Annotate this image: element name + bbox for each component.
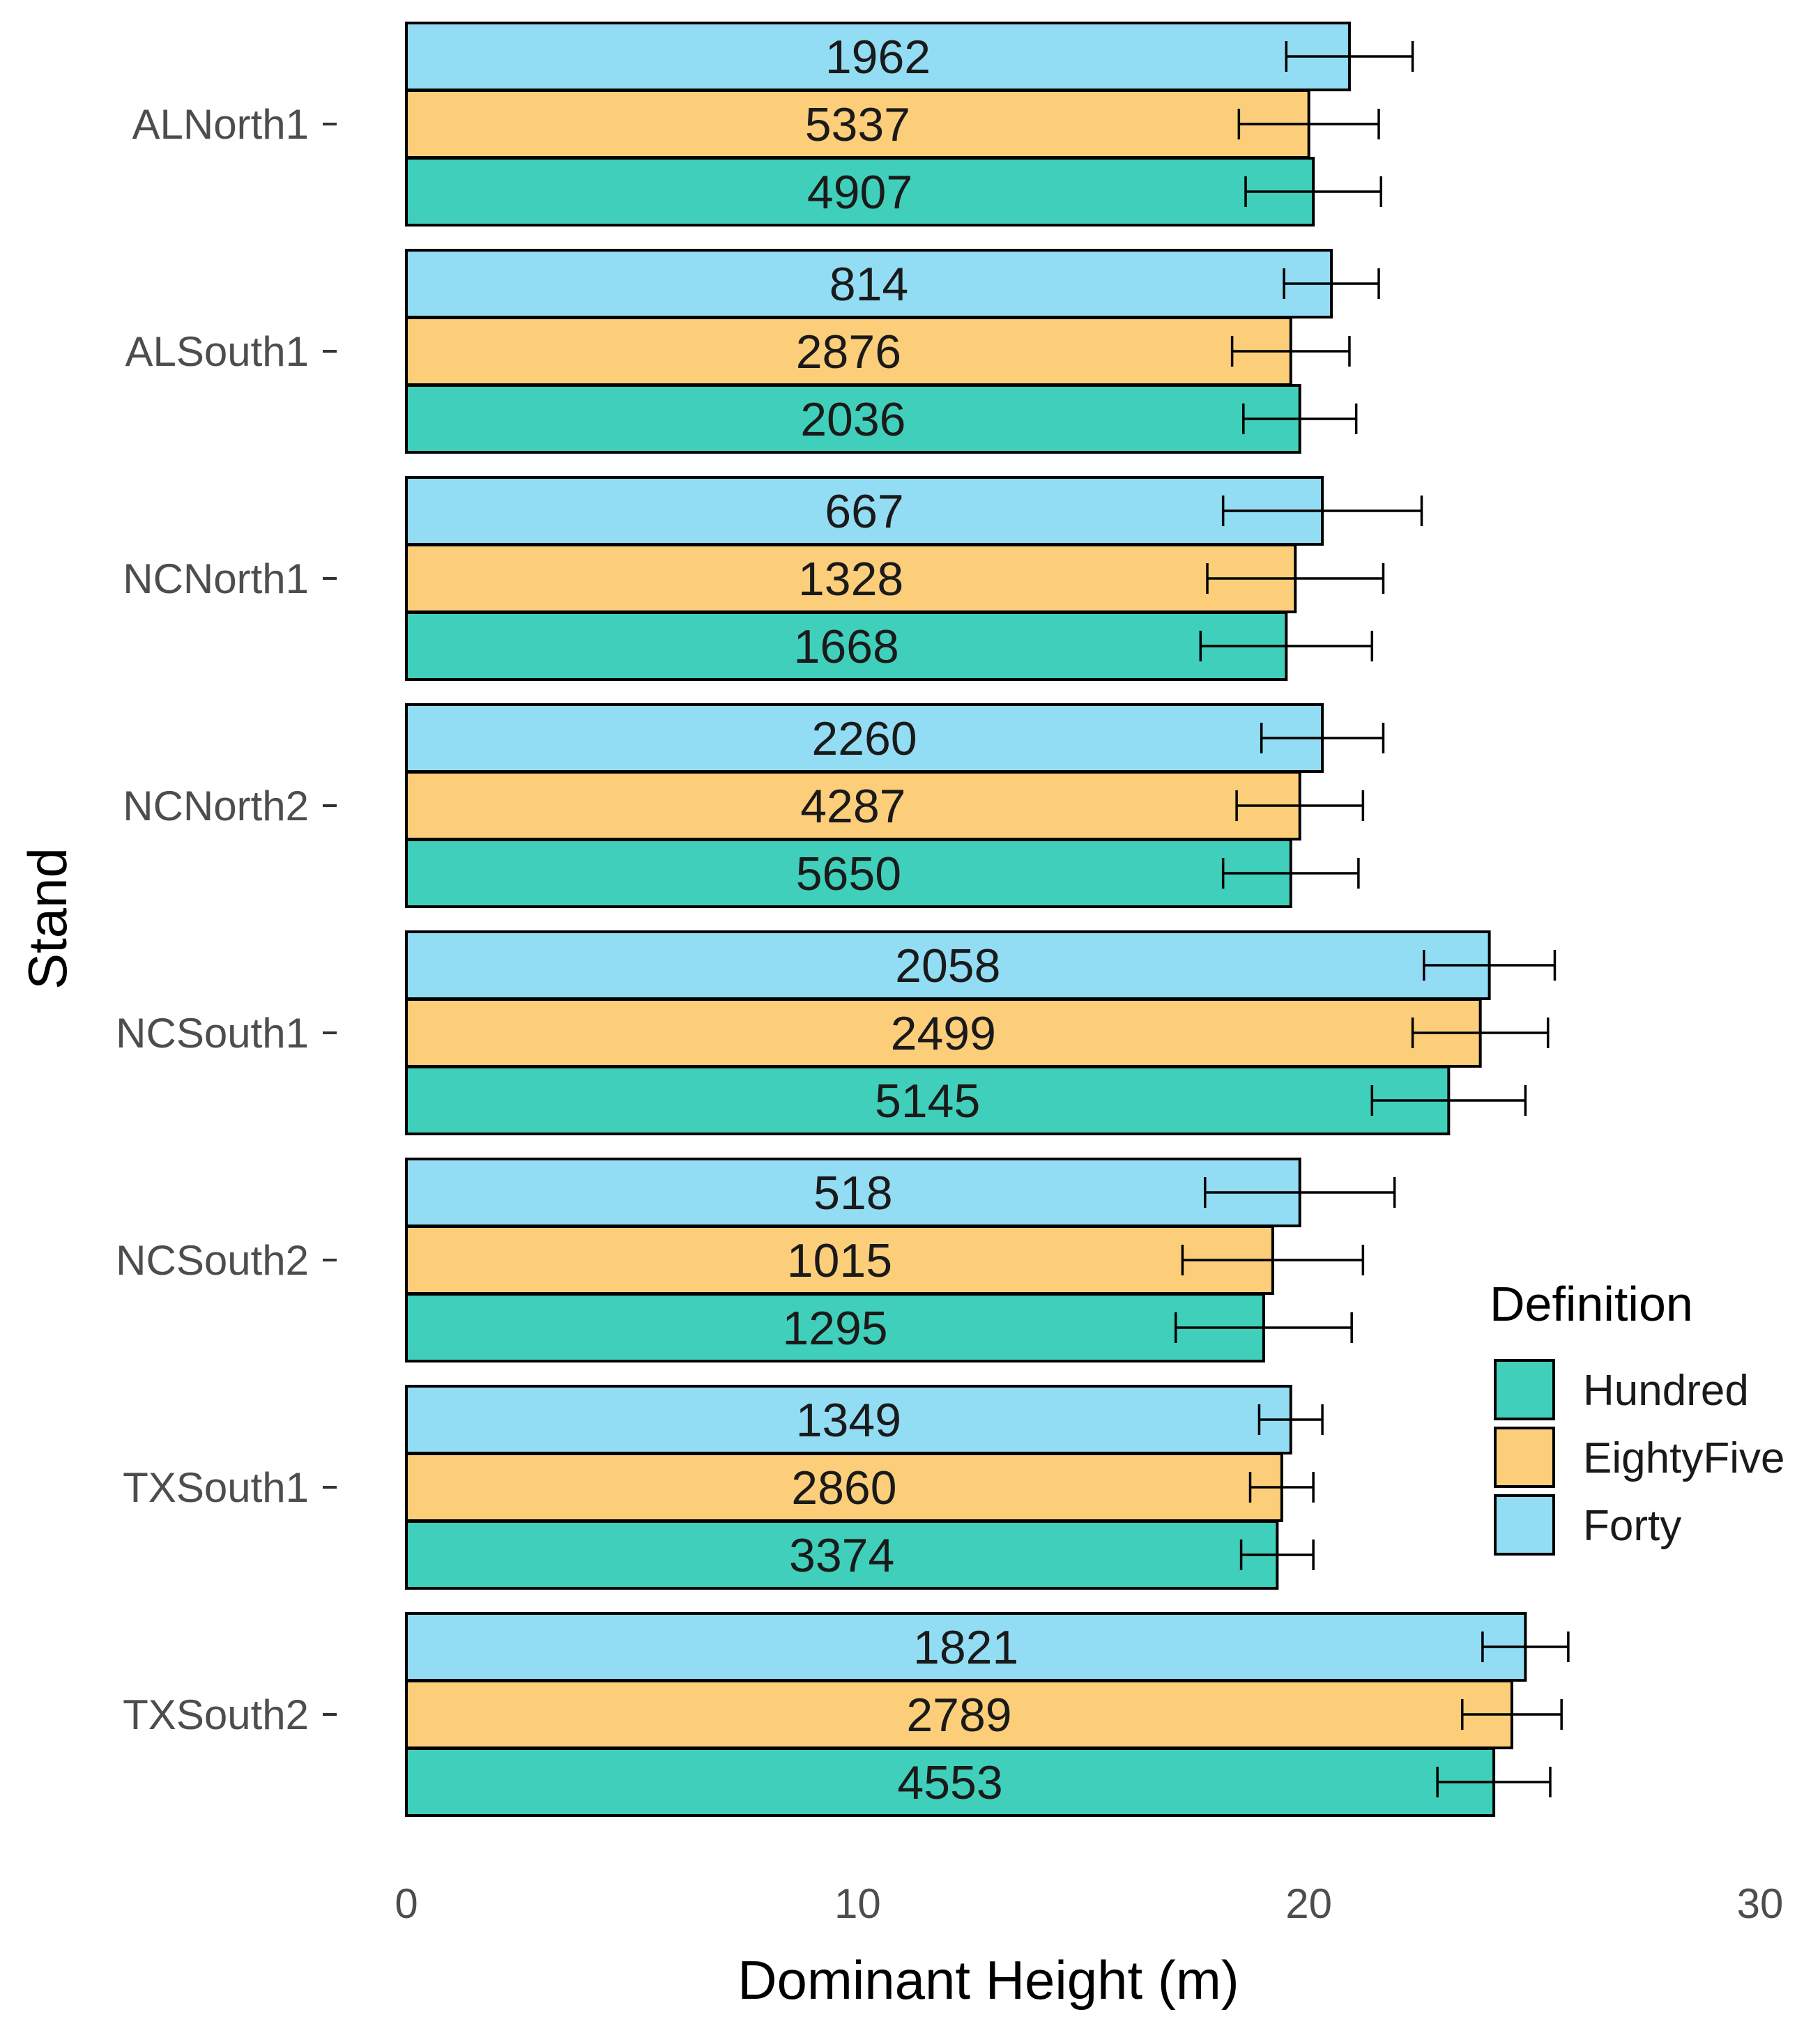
bar-ncsouth1-eightyfive: [405, 998, 1482, 1068]
error-bar-alnorth1-eightyfive: [1237, 109, 1380, 139]
bar-txsouth1-hundred: [405, 1520, 1279, 1590]
y-tick-label-ncsouth1: NCSouth1: [116, 1010, 309, 1057]
y-axis: ALNorth1 ALSouth1 NCNorth1 NCNorth2 NCSouth1…: [116, 101, 337, 1738]
bar-label-ncsouth1-eightyfive: 2499: [891, 1007, 996, 1060]
legend-label-hundred: Hundred: [1583, 1367, 1749, 1415]
bar-label-ncsouth2-eightyfive: 1015: [787, 1234, 892, 1287]
legend-label-forty: Forty: [1583, 1502, 1681, 1550]
legend-swatch-hundred: [1494, 1359, 1555, 1420]
y-tick-label-ncnorth2: NCNorth2: [123, 783, 309, 829]
error-bar-ncnorth2-hundred: [1221, 858, 1360, 889]
y-tick-label-txsouth1: TXSouth1: [123, 1464, 309, 1511]
bar-ncnorth2-hundred: [405, 838, 1292, 908]
legend-item-forty: Forty: [1494, 1494, 1681, 1556]
x-axis-title: Dominant Height (m): [737, 1949, 1239, 2011]
legend-item-hundred: Hundred: [1494, 1359, 1749, 1420]
bar-ncnorth1-hundred: [405, 611, 1288, 681]
error-bar-ncnorth1-eightyfive: [1206, 563, 1385, 594]
bar-label-alsouth1-eightyfive: 2876: [796, 325, 901, 378]
legend-item-eightyfive: EightyFive: [1494, 1427, 1784, 1488]
bar-ncsouth2-forty: [405, 1158, 1301, 1227]
error-bar-ncsouth1-forty: [1422, 950, 1557, 981]
bar-label-ncsouth1-forty: 2058: [895, 939, 1000, 992]
error-bar-alsouth1-eightyfive: [1230, 336, 1351, 367]
bar-label-ncnorth1-eightyfive: 1328: [798, 553, 903, 606]
bar-label-txsouth1-hundred: 3374: [789, 1529, 894, 1582]
x-tick-label-20: 20: [1285, 1880, 1332, 1927]
bar-label-txsouth1-forty: 1349: [796, 1394, 901, 1447]
bar-label-ncnorth1-hundred: 1668: [794, 620, 899, 673]
error-bar-txsouth2-hundred: [1436, 1767, 1552, 1797]
legend-swatch-forty: [1494, 1494, 1555, 1556]
bar-label-ncsouth1-hundred: 5145: [875, 1075, 980, 1128]
error-bar-ncsouth1-hundred: [1370, 1085, 1527, 1116]
error-bar-alsouth1-hundred: [1242, 404, 1358, 434]
bar-label-txsouth2-hundred: 4553: [897, 1756, 1002, 1809]
error-bar-ncnorth1-forty: [1221, 496, 1423, 526]
error-bars-layer: [1174, 41, 1570, 1797]
x-tick-label-0: 0: [395, 1880, 418, 1927]
bar-ncnorth2-forty: [405, 703, 1324, 773]
error-bar-alnorth1-forty: [1285, 41, 1414, 72]
y-tick-label-ncnorth1: NCNorth1: [123, 555, 309, 602]
bar-ncnorth1-eightyfive: [405, 544, 1297, 613]
bar-label-alsouth1-forty: 814: [829, 258, 908, 311]
bar-alnorth1-hundred: [405, 157, 1315, 227]
bar-label-ncnorth2-forty: 2260: [811, 712, 917, 765]
error-bar-ncnorth2-eightyfive: [1235, 790, 1365, 821]
bar-label-ncnorth2-hundred: 5650: [796, 847, 901, 900]
error-bar-txsouth1-eightyfive: [1248, 1472, 1315, 1503]
y-tick-label-ncsouth2: NCSouth2: [116, 1237, 309, 1284]
bar-label-txsouth2-eightyfive: 2789: [906, 1689, 1011, 1742]
bar-label-txsouth2-forty: 1821: [913, 1621, 1018, 1674]
bar-ncsouth2-eightyfive: [405, 1225, 1274, 1295]
bar-txsouth1-forty: [405, 1385, 1292, 1454]
bar-label-alnorth1-forty: 1962: [825, 31, 931, 84]
error-bar-txsouth2-eightyfive: [1461, 1699, 1563, 1730]
bar-txsouth1-eightyfive: [405, 1452, 1283, 1522]
bar-label-alsouth1-hundred: 2036: [800, 393, 905, 446]
x-tick-label-10: 10: [834, 1880, 881, 1927]
bar-labels-layer: 1962 5337 4907 814 2876 2036 667 1328 1668 2260 42…: [782, 31, 1018, 1809]
x-axis: 0 10 20 30: [395, 1880, 1783, 1927]
bar-ncsouth2-hundred: [405, 1293, 1265, 1362]
legend-label-eightyfive: EightyFive: [1583, 1434, 1784, 1482]
bar-txsouth2-eightyfive: [405, 1680, 1513, 1749]
bar-alnorth1-eightyfive: [405, 89, 1310, 159]
bar-alnorth1-forty: [405, 22, 1351, 91]
bar-label-ncsouth2-hundred: 1295: [782, 1302, 887, 1355]
bar-label-txsouth1-eightyfive: 2860: [791, 1461, 896, 1514]
error-bar-txsouth2-forty: [1481, 1632, 1570, 1662]
error-bar-ncsouth2-hundred: [1174, 1312, 1353, 1343]
y-tick-label-alsouth1: ALSouth1: [125, 328, 309, 375]
error-bar-ncsouth2-eightyfive: [1181, 1245, 1365, 1275]
error-bar-txsouth1-hundred: [1239, 1540, 1315, 1570]
legend-title: Definition: [1490, 1277, 1693, 1331]
bar-label-ncnorth2-eightyfive: 4287: [800, 780, 905, 833]
y-tick-label-alnorth1: ALNorth1: [132, 101, 309, 148]
bar-label-alnorth1-eightyfive: 5337: [805, 98, 910, 151]
error-bar-alsouth1-forty: [1283, 268, 1380, 299]
y-tick-label-txsouth2: TXSouth2: [123, 1691, 309, 1738]
x-tick-label-30: 30: [1737, 1880, 1784, 1927]
error-bar-ncnorth1-hundred: [1199, 631, 1374, 661]
error-bar-ncsouth2-forty: [1204, 1177, 1396, 1208]
error-bar-txsouth1-forty: [1257, 1404, 1324, 1435]
y-axis-title: Stand: [17, 847, 78, 990]
bars-layer: [405, 22, 1527, 1817]
bar-label-ncsouth2-forty: 518: [813, 1167, 892, 1220]
error-bar-ncnorth2-forty: [1260, 723, 1385, 753]
bar-alsouth1-hundred: [405, 384, 1301, 454]
error-bar-alnorth1-hundred: [1244, 176, 1382, 207]
legend-items: Hundred EightyFive Forty: [1494, 1359, 1784, 1556]
legend-swatch-eightyfive: [1494, 1427, 1555, 1488]
bar-txsouth2-forty: [405, 1612, 1527, 1682]
bar-label-alnorth1-hundred: 4907: [807, 166, 912, 219]
legend: Definition Hundred EightyFive Forty: [1490, 1277, 1784, 1556]
error-bar-ncsouth1-eightyfive: [1411, 1018, 1550, 1048]
bar-label-ncnorth1-forty: 667: [825, 485, 903, 538]
